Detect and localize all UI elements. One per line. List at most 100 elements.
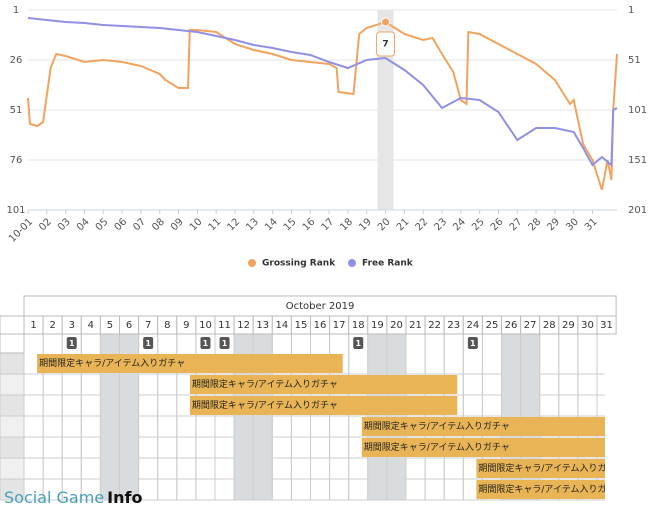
x-tick-label: 17 — [320, 216, 337, 233]
day-label: 13 — [256, 320, 269, 331]
day-label: 6 — [126, 320, 132, 331]
event-label: 期間限定キャラ/アイテム入りガチャ — [192, 399, 338, 411]
x-tick-label: 14 — [263, 216, 280, 233]
watermark: Social Game Info — [4, 488, 142, 507]
x-tick-label: 06 — [113, 216, 130, 233]
day-cell — [596, 315, 617, 335]
badge — [219, 337, 230, 349]
event-bar — [189, 375, 458, 394]
badge-count: 1 — [145, 339, 151, 348]
badge-count: 1 — [470, 339, 476, 348]
y2-tick-label: 1 — [628, 5, 634, 16]
x-tick-label: 27 — [508, 216, 525, 233]
x-tick-label: 22 — [414, 216, 431, 233]
x-tick-label: 23 — [432, 216, 449, 233]
badge — [467, 337, 478, 349]
day-label: 27 — [524, 320, 537, 331]
event-label: 期間限定キャラ/アイテム入りガチャ — [364, 441, 510, 453]
day-label: 29 — [562, 320, 575, 331]
y2-tick-label: 201 — [628, 205, 647, 216]
event-bar — [476, 480, 605, 499]
x-tick-label: 13 — [244, 216, 261, 233]
event-bar — [37, 354, 343, 373]
event-label: 期間限定キャラ/アイテム入りガチャ — [478, 483, 624, 495]
day-label: 5 — [107, 320, 113, 331]
badge — [66, 337, 77, 349]
y2-tick-label: 151 — [628, 155, 647, 166]
month-label: October 2019 — [286, 301, 355, 312]
calendar-body: 期間限定キャラ/アイテム入りガチャ期間限定キャラ/アイテム入りガチャ期間限定キャ… — [0, 333, 624, 501]
x-tick-label: 10-01 — [7, 216, 35, 244]
x-tick-label: 04 — [75, 216, 92, 233]
x-tick-label: 16 — [301, 216, 318, 233]
x-tick-label: 15 — [282, 216, 299, 233]
legend-swatch — [248, 259, 256, 267]
y-tick-label: 101 — [6, 205, 25, 216]
x-tick-label: 09 — [169, 216, 186, 233]
day-label: 12 — [237, 320, 250, 331]
x-tick-label: 07 — [131, 216, 148, 233]
event-label: 期間限定キャラ/アイテム入りガチャ — [478, 462, 624, 474]
day-label: 28 — [543, 320, 556, 331]
y-tick-label: 76 — [10, 155, 23, 166]
badge-count: 1 — [222, 339, 228, 348]
y2-tick-label: 101 — [628, 105, 647, 116]
legend-swatch — [348, 259, 356, 267]
x-tick-label: 11 — [207, 216, 224, 233]
event-bar — [361, 438, 605, 457]
x-tick-label: 10 — [188, 216, 205, 233]
x-tick-label: 20 — [376, 216, 393, 233]
y-tick-label: 1 — [13, 5, 19, 16]
day-label: 21 — [409, 320, 422, 331]
day-label: 18 — [352, 320, 365, 331]
day-label: 9 — [183, 320, 189, 331]
watermark-brand: Social Game — [4, 488, 104, 507]
y-tick-label: 26 — [10, 55, 23, 66]
badge — [200, 337, 211, 349]
event-bar — [361, 417, 605, 436]
x-tick-label: 30 — [564, 216, 581, 233]
day-label: 23 — [447, 320, 460, 331]
day-stub — [0, 315, 25, 335]
day-label: 31 — [600, 320, 613, 331]
day-label: 16 — [314, 320, 327, 331]
day-label: 14 — [275, 320, 288, 331]
day-label: 30 — [581, 320, 594, 331]
row-stub — [0, 436, 25, 459]
day-label: 22 — [428, 320, 441, 331]
day-label: 3 — [69, 320, 75, 331]
row-stub — [0, 373, 25, 396]
x-tick-label: 05 — [94, 216, 111, 233]
event-label: 期間限定キャラ/アイテム入りガチャ — [39, 357, 185, 369]
x-tick-label: 25 — [470, 216, 487, 233]
x-tick-label: 29 — [545, 216, 562, 233]
row-stub — [0, 457, 25, 480]
day-label: 7 — [145, 320, 151, 331]
x-tick-label: 31 — [583, 216, 600, 233]
watermark-suffix: Info — [107, 488, 142, 507]
y2-tick-label: 51 — [628, 55, 641, 66]
day-label: 26 — [505, 320, 518, 331]
x-tick-label: 02 — [37, 216, 54, 233]
x-tick-label: 19 — [357, 216, 374, 233]
event-label: 期間限定キャラ/アイテム入りガチャ — [192, 378, 338, 390]
row-stub — [0, 394, 25, 417]
event-bar — [189, 396, 458, 415]
y-tick-label: 51 — [10, 105, 23, 116]
day-label: 11 — [218, 320, 231, 331]
x-tick-label: 26 — [489, 216, 506, 233]
day-label: 8 — [164, 320, 170, 331]
day-label: 15 — [295, 320, 308, 331]
day-label: 25 — [486, 320, 499, 331]
day-label: 10 — [199, 320, 212, 331]
badge — [353, 337, 364, 349]
tooltip-value: 7 — [382, 40, 388, 50]
day-label: 1 — [30, 320, 36, 331]
x-tick-label: 12 — [225, 216, 242, 233]
badge — [143, 337, 154, 349]
badge-count: 1 — [355, 339, 361, 348]
badge-stub — [0, 333, 25, 354]
x-tick-label: 18 — [338, 216, 355, 233]
